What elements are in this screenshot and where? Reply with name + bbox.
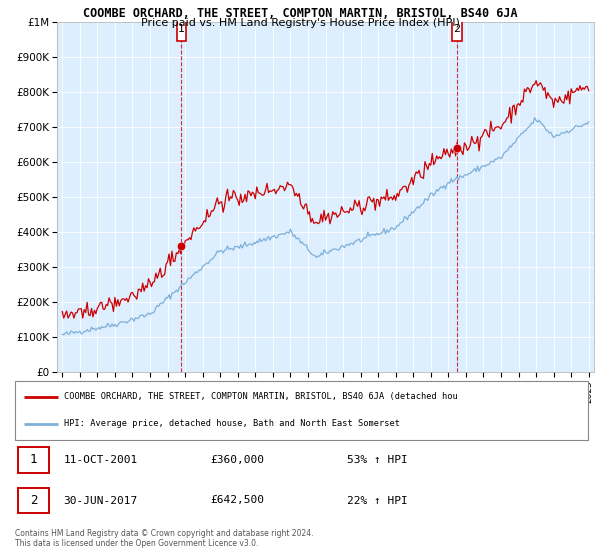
Text: 2: 2	[30, 494, 37, 507]
FancyBboxPatch shape	[176, 18, 186, 41]
Text: HPI: Average price, detached house, Bath and North East Somerset: HPI: Average price, detached house, Bath…	[64, 419, 400, 428]
FancyBboxPatch shape	[15, 381, 588, 440]
Text: 53% ↑ HPI: 53% ↑ HPI	[347, 455, 408, 465]
Text: 1: 1	[30, 454, 37, 466]
FancyBboxPatch shape	[18, 447, 49, 473]
Text: 11-OCT-2001: 11-OCT-2001	[64, 455, 138, 465]
Text: £360,000: £360,000	[210, 455, 264, 465]
Text: COOMBE ORCHARD, THE STREET, COMPTON MARTIN, BRISTOL, BS40 6JA: COOMBE ORCHARD, THE STREET, COMPTON MART…	[83, 7, 517, 20]
Text: 22% ↑ HPI: 22% ↑ HPI	[347, 496, 408, 506]
Text: 30-JUN-2017: 30-JUN-2017	[64, 496, 138, 506]
Text: 2: 2	[454, 25, 461, 34]
Text: Contains HM Land Registry data © Crown copyright and database right 2024.: Contains HM Land Registry data © Crown c…	[15, 529, 314, 538]
Text: Price paid vs. HM Land Registry's House Price Index (HPI): Price paid vs. HM Land Registry's House …	[140, 18, 460, 28]
FancyBboxPatch shape	[18, 488, 49, 514]
FancyBboxPatch shape	[452, 18, 462, 41]
Text: COOMBE ORCHARD, THE STREET, COMPTON MARTIN, BRISTOL, BS40 6JA (detached hou: COOMBE ORCHARD, THE STREET, COMPTON MART…	[64, 392, 457, 401]
Text: 1: 1	[178, 25, 185, 34]
Text: £642,500: £642,500	[210, 496, 264, 506]
Text: This data is licensed under the Open Government Licence v3.0.: This data is licensed under the Open Gov…	[15, 539, 259, 548]
